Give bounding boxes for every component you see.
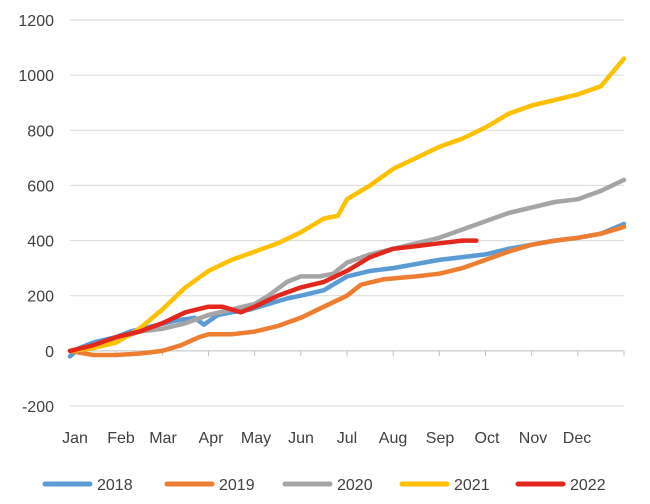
x-axis-tick-labels: Jan Feb Mar Apr May Jun Jul Aug Sep Oct Nov Dec (62, 430, 591, 447)
legend: 2018 2019 2020 2021 2022 (42, 477, 606, 494)
y-tick-label: 600 (27, 178, 54, 195)
y-tick-label: -200 (22, 399, 54, 416)
y-tick-label: 400 (27, 234, 54, 251)
legend-label-2019: 2019 (219, 477, 255, 494)
series-line-2021 (67, 56, 627, 354)
x-tick-label: Oct (475, 430, 500, 447)
x-tick-label: Mar (149, 430, 177, 447)
x-tick-label: Apr (199, 430, 225, 447)
y-tick-label: 200 (27, 289, 54, 306)
x-tick-label: Feb (107, 430, 135, 447)
x-tick-label: Sep (426, 430, 455, 447)
gridlines (70, 19, 624, 407)
x-tick-label: May (241, 430, 271, 447)
series-line-2020 (67, 177, 627, 354)
series-line-2022 (67, 238, 479, 354)
x-tick-label: Jan (62, 430, 88, 447)
y-tick-label: 0 (45, 344, 54, 361)
y-axis-tick-labels: -200 0 200 400 600 800 1000 1200 (18, 13, 54, 416)
series-line-2019 (67, 224, 627, 358)
series-lines (67, 56, 627, 359)
legend-label-2018: 2018 (97, 477, 133, 494)
x-tick-label: Aug (379, 430, 407, 447)
x-tick-label: Dec (563, 430, 591, 447)
x-tick-label: Jul (337, 430, 357, 447)
y-tick-label: 1000 (18, 68, 54, 85)
legend-label-2021: 2021 (454, 477, 490, 494)
legend-label-2020: 2020 (337, 477, 373, 494)
x-tick-label: Nov (519, 430, 547, 447)
x-tick-label: Jun (288, 430, 314, 447)
y-tick-label: 800 (27, 123, 54, 140)
legend-label-2022: 2022 (570, 477, 606, 494)
y-tick-label: 1200 (18, 13, 54, 30)
